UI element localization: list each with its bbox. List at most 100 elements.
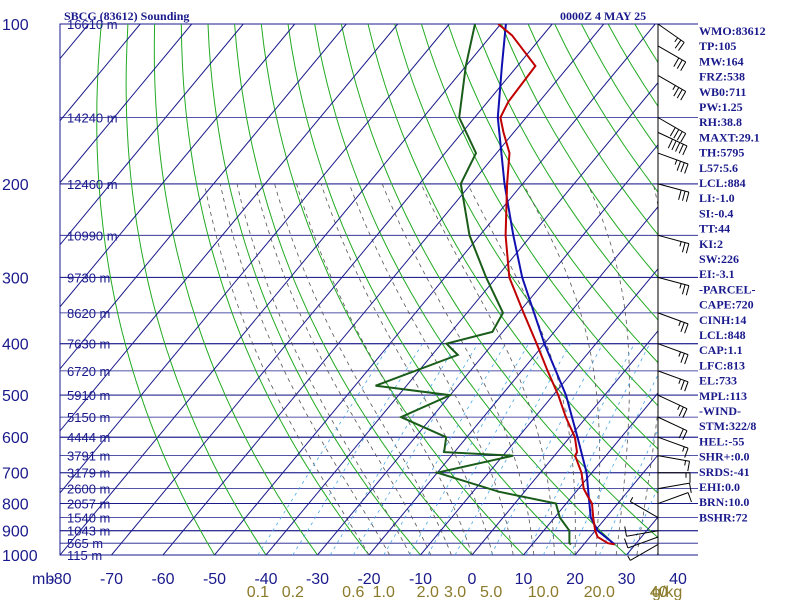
wind-barb [657, 492, 692, 505]
mixing-ratio-label: 10.0 [528, 584, 559, 600]
height-label: 9730 m [67, 270, 110, 285]
index-line: LFC:813 [699, 358, 745, 372]
moist-adiabat [236, 183, 411, 555]
wind-barb [657, 117, 687, 143]
height-label: 1540 m [67, 511, 110, 526]
temperature-tick-label: -40 [254, 571, 277, 588]
isotherm [60, 24, 450, 494]
mixing-ratio-line [427, 343, 546, 555]
mixing-ratio-label: 5.0 [480, 584, 502, 600]
temperature-tick-label: -10 [409, 571, 432, 588]
wind-barb [657, 45, 687, 71]
index-line: MW:164 [699, 54, 744, 68]
isotherm [420, 268, 658, 555]
pressure-tick-label: 600 [2, 430, 29, 447]
isotherm [162, 24, 605, 555]
moist-adiabat [523, 183, 601, 555]
height-label: 16610 m [67, 17, 118, 32]
index-line: PW:1.25 [699, 100, 743, 114]
dry-adiabat [340, 24, 658, 539]
index-line: EHI:0.0 [699, 480, 740, 494]
pressure-tick-label: 200 [2, 177, 29, 194]
moist-adiabat [636, 183, 658, 555]
index-line: L57:5.6 [699, 161, 738, 175]
temperature-tick-label: 10 [515, 571, 533, 588]
index-line: EL:733 [699, 374, 737, 388]
index-line: LI:-1.0 [699, 191, 735, 205]
pressure-tick-label: 1000 [2, 548, 38, 565]
height-label: 565 m [67, 536, 103, 551]
wind-barb [657, 343, 689, 365]
dewpoint-trace [375, 24, 572, 546]
dry-adiabat [795, 24, 800, 555]
moist-adiabat [348, 183, 514, 555]
isotherm [111, 24, 553, 555]
index-line: BSHR:72 [699, 510, 748, 524]
wind-barb [657, 482, 692, 494]
mixing-ratio-line [569, 374, 658, 555]
mixing-ratio-line [352, 343, 479, 555]
height-label: 8620 m [67, 306, 110, 321]
dry-adiabat [260, 24, 524, 555]
wind-barb [657, 312, 689, 334]
wind-barb [657, 416, 688, 440]
isotherm [60, 24, 193, 184]
temperature-tick-label: 40 [669, 571, 687, 588]
index-line: LCL:848 [699, 328, 746, 342]
dry-adiabat [500, 24, 658, 279]
index-line: STM:322/8 [699, 419, 756, 433]
index-line: MAXT:29.1 [699, 130, 760, 144]
sounding-time: 0000Z 4 MAY 25 [560, 9, 646, 23]
index-line: SRDS:-41 [699, 465, 750, 479]
dry-adiabat [447, 24, 658, 364]
height-label: 10990 m [67, 228, 118, 243]
index-line: BRN:10.0 [699, 495, 749, 509]
index-line: CAP:1.1 [699, 343, 743, 357]
isotherm [574, 454, 658, 555]
isotherm [265, 81, 658, 555]
temperature-tick-label: 30 [618, 571, 636, 588]
temperature-tick-label: -60 [151, 571, 174, 588]
index-line: SW:226 [699, 252, 739, 266]
height-label: 2057 m [67, 497, 110, 512]
dry-adiabat [394, 24, 658, 450]
height-label: 4444 m [67, 430, 110, 445]
index-line: WB0:711 [699, 85, 746, 99]
pressure-tick-label: 500 [2, 388, 29, 405]
pressure-tick-label: 700 [2, 466, 29, 483]
pressure-tick-label: 300 [2, 270, 29, 287]
dry-adiabat [580, 24, 658, 151]
moist-adiabat [381, 183, 535, 555]
wind-barb [657, 152, 689, 174]
height-label: 3791 m [67, 449, 110, 464]
dry-adiabat [474, 24, 658, 321]
temperature-tick-label: -50 [203, 571, 226, 588]
isotherm [60, 24, 347, 370]
isotherm [60, 24, 244, 246]
index-line: FRZ:538 [699, 70, 745, 84]
moist-adiabat [274, 183, 452, 555]
wind-barb [657, 370, 689, 392]
height-label: 7630 m [67, 337, 110, 352]
wind-barb [657, 23, 685, 51]
dry-adiabat [287, 24, 576, 555]
wind-barb [657, 276, 690, 296]
dry-adiabat [768, 24, 800, 555]
pressure-tick-label: 100 [2, 17, 29, 34]
index-line: TT:44 [699, 222, 730, 236]
dry-adiabat [314, 24, 627, 555]
dry-adiabat [527, 24, 658, 236]
height-label: 14240 m [67, 111, 118, 126]
wind-barb [657, 436, 689, 458]
dry-adiabat [367, 24, 658, 494]
height-label: 1043 m [67, 524, 110, 539]
dry-adiabat [207, 24, 421, 555]
temperature-tick-label: -80 [48, 571, 71, 588]
wind-barb [657, 75, 687, 101]
mixing-ratio-line [408, 343, 529, 555]
isotherm [523, 392, 658, 555]
wind-barb [624, 526, 659, 537]
index-line: TH:5795 [699, 146, 744, 160]
moist-adiabat [204, 183, 370, 555]
